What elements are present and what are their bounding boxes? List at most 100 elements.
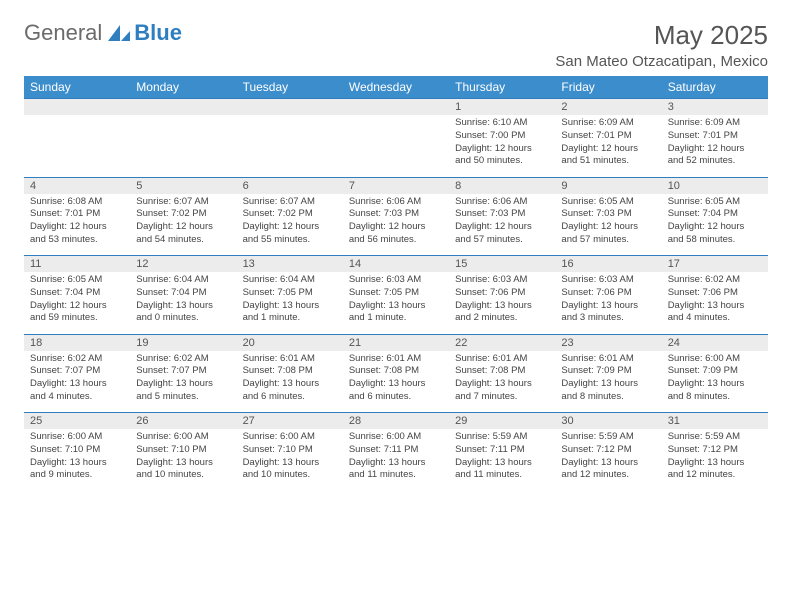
day-number-cell: 29	[449, 413, 555, 430]
day-number-cell: 20	[237, 334, 343, 351]
daylight-line: Daylight: 13 hours and 4 minutes.	[30, 378, 124, 404]
day-number-cell	[343, 99, 449, 116]
day-number-cell	[24, 99, 130, 116]
sunrise-line: Sunrise: 6:00 AM	[243, 431, 337, 444]
sunset-line: Sunset: 7:11 PM	[455, 444, 549, 457]
sunrise-line: Sunrise: 6:00 AM	[136, 431, 230, 444]
sunset-line: Sunset: 7:12 PM	[561, 444, 655, 457]
sunrise-line: Sunrise: 6:04 AM	[243, 274, 337, 287]
day-header: Monday	[130, 76, 236, 99]
day-number-cell: 8	[449, 177, 555, 194]
sunrise-line: Sunrise: 6:02 AM	[668, 274, 762, 287]
day-detail-cell: Sunrise: 6:02 AMSunset: 7:06 PMDaylight:…	[662, 272, 768, 334]
day-detail-cell: Sunrise: 6:07 AMSunset: 7:02 PMDaylight:…	[130, 194, 236, 256]
day-number-cell: 15	[449, 256, 555, 273]
daylight-line: Daylight: 13 hours and 5 minutes.	[136, 378, 230, 404]
day-number-cell: 28	[343, 413, 449, 430]
daylight-line: Daylight: 13 hours and 11 minutes.	[349, 457, 443, 483]
daylight-line: Daylight: 13 hours and 8 minutes.	[668, 378, 762, 404]
sunrise-line: Sunrise: 6:00 AM	[349, 431, 443, 444]
sunrise-line: Sunrise: 6:05 AM	[30, 274, 124, 287]
sunrise-line: Sunrise: 6:01 AM	[455, 353, 549, 366]
sunrise-line: Sunrise: 6:09 AM	[561, 117, 655, 130]
title-block: May 2025 San Mateo Otzacatipan, Mexico	[555, 20, 768, 70]
sunrise-line: Sunrise: 6:10 AM	[455, 117, 549, 130]
daynum-row: 11121314151617	[24, 256, 768, 273]
sunset-line: Sunset: 7:03 PM	[561, 208, 655, 221]
day-number-cell: 31	[662, 413, 768, 430]
day-number-cell: 9	[555, 177, 661, 194]
day-detail-cell: Sunrise: 6:07 AMSunset: 7:02 PMDaylight:…	[237, 194, 343, 256]
day-detail-cell: Sunrise: 6:03 AMSunset: 7:06 PMDaylight:…	[449, 272, 555, 334]
day-detail-cell: Sunrise: 6:06 AMSunset: 7:03 PMDaylight:…	[449, 194, 555, 256]
day-number-cell: 22	[449, 334, 555, 351]
sunrise-line: Sunrise: 6:06 AM	[455, 196, 549, 209]
sunrise-line: Sunrise: 5:59 AM	[668, 431, 762, 444]
day-detail-cell: Sunrise: 6:09 AMSunset: 7:01 PMDaylight:…	[662, 115, 768, 177]
day-detail-cell: Sunrise: 6:10 AMSunset: 7:00 PMDaylight:…	[449, 115, 555, 177]
sunrise-line: Sunrise: 6:00 AM	[668, 353, 762, 366]
day-number-cell: 3	[662, 99, 768, 116]
daylight-line: Daylight: 12 hours and 50 minutes.	[455, 143, 549, 169]
day-detail-cell: Sunrise: 6:09 AMSunset: 7:01 PMDaylight:…	[555, 115, 661, 177]
sunset-line: Sunset: 7:04 PM	[136, 287, 230, 300]
sunset-line: Sunset: 7:05 PM	[349, 287, 443, 300]
sunrise-line: Sunrise: 5:59 AM	[561, 431, 655, 444]
location-text: San Mateo Otzacatipan, Mexico	[555, 53, 768, 70]
sunset-line: Sunset: 7:08 PM	[243, 365, 337, 378]
day-number-cell: 4	[24, 177, 130, 194]
daylight-line: Daylight: 13 hours and 12 minutes.	[561, 457, 655, 483]
day-number-cell: 24	[662, 334, 768, 351]
calendar-table: SundayMondayTuesdayWednesdayThursdayFrid…	[24, 76, 768, 491]
sunset-line: Sunset: 7:12 PM	[668, 444, 762, 457]
daylight-line: Daylight: 13 hours and 10 minutes.	[136, 457, 230, 483]
sunset-line: Sunset: 7:07 PM	[136, 365, 230, 378]
day-number-cell: 26	[130, 413, 236, 430]
sunrise-line: Sunrise: 6:01 AM	[243, 353, 337, 366]
sunrise-line: Sunrise: 6:02 AM	[30, 353, 124, 366]
day-header: Wednesday	[343, 76, 449, 99]
sunrise-line: Sunrise: 6:07 AM	[136, 196, 230, 209]
day-number-cell: 5	[130, 177, 236, 194]
daylight-line: Daylight: 13 hours and 0 minutes.	[136, 300, 230, 326]
daylight-line: Daylight: 13 hours and 4 minutes.	[668, 300, 762, 326]
sunrise-line: Sunrise: 6:09 AM	[668, 117, 762, 130]
day-detail-cell: Sunrise: 6:01 AMSunset: 7:08 PMDaylight:…	[237, 351, 343, 413]
day-number-cell: 13	[237, 256, 343, 273]
day-number-cell: 21	[343, 334, 449, 351]
daylight-line: Daylight: 12 hours and 59 minutes.	[30, 300, 124, 326]
day-header: Sunday	[24, 76, 130, 99]
day-detail-cell: Sunrise: 6:04 AMSunset: 7:05 PMDaylight:…	[237, 272, 343, 334]
day-header: Tuesday	[237, 76, 343, 99]
daylight-line: Daylight: 12 hours and 51 minutes.	[561, 143, 655, 169]
day-detail-cell: Sunrise: 6:00 AMSunset: 7:09 PMDaylight:…	[662, 351, 768, 413]
sunset-line: Sunset: 7:00 PM	[455, 130, 549, 143]
logo: General Blue	[24, 20, 182, 46]
daylight-line: Daylight: 13 hours and 11 minutes.	[455, 457, 549, 483]
detail-row: Sunrise: 6:08 AMSunset: 7:01 PMDaylight:…	[24, 194, 768, 256]
day-detail-cell: Sunrise: 6:04 AMSunset: 7:04 PMDaylight:…	[130, 272, 236, 334]
day-number-cell	[130, 99, 236, 116]
day-number-cell: 1	[449, 99, 555, 116]
day-detail-cell: Sunrise: 6:01 AMSunset: 7:08 PMDaylight:…	[343, 351, 449, 413]
daylight-line: Daylight: 12 hours and 53 minutes.	[30, 221, 124, 247]
sunset-line: Sunset: 7:08 PM	[349, 365, 443, 378]
day-header-row: SundayMondayTuesdayWednesdayThursdayFrid…	[24, 76, 768, 99]
sunrise-line: Sunrise: 6:05 AM	[561, 196, 655, 209]
day-detail-cell	[24, 115, 130, 177]
sunset-line: Sunset: 7:04 PM	[668, 208, 762, 221]
daylight-line: Daylight: 13 hours and 12 minutes.	[668, 457, 762, 483]
day-detail-cell: Sunrise: 6:01 AMSunset: 7:08 PMDaylight:…	[449, 351, 555, 413]
daylight-line: Daylight: 12 hours and 55 minutes.	[243, 221, 337, 247]
sunset-line: Sunset: 7:07 PM	[30, 365, 124, 378]
sunrise-line: Sunrise: 6:08 AM	[30, 196, 124, 209]
day-number-cell: 16	[555, 256, 661, 273]
daylight-line: Daylight: 12 hours and 58 minutes.	[668, 221, 762, 247]
day-number-cell: 6	[237, 177, 343, 194]
day-detail-cell: Sunrise: 5:59 AMSunset: 7:11 PMDaylight:…	[449, 429, 555, 491]
day-detail-cell: Sunrise: 6:01 AMSunset: 7:09 PMDaylight:…	[555, 351, 661, 413]
day-detail-cell: Sunrise: 6:00 AMSunset: 7:10 PMDaylight:…	[24, 429, 130, 491]
daylight-line: Daylight: 13 hours and 3 minutes.	[561, 300, 655, 326]
daylight-line: Daylight: 13 hours and 2 minutes.	[455, 300, 549, 326]
day-number-cell: 25	[24, 413, 130, 430]
